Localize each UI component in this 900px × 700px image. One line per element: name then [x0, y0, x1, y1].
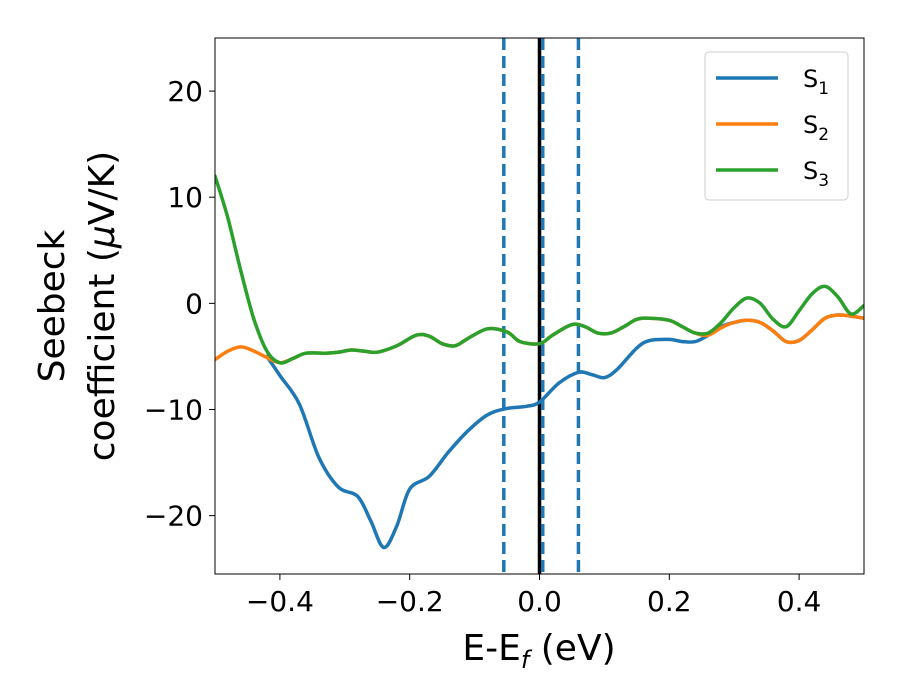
y-axis-title-line1: Seebeck — [32, 229, 73, 382]
y-tick-label: 10 — [167, 181, 203, 214]
reference-lines — [502, 38, 581, 574]
x-axis-title: E-Ef (eV) — [462, 628, 615, 674]
series-line-s3 — [215, 174, 864, 365]
legend-box — [704, 51, 849, 201]
x-tick-label: −0.2 — [376, 585, 444, 618]
y-tick-label: −20 — [144, 500, 203, 533]
legend-label-s1: S1 — [803, 65, 829, 99]
legend: S1 S2 S3 — [704, 51, 849, 201]
x-tick-label: 0.0 — [517, 585, 562, 618]
x-tick-label: 0.2 — [647, 585, 692, 618]
legend-label-s3: S3 — [803, 157, 829, 191]
x-axis: −0.4 −0.2 0.0 0.2 0.4 — [246, 574, 821, 618]
x-tick-label: −0.4 — [246, 585, 314, 618]
series-layer — [215, 174, 864, 550]
y-tick-label: 0 — [185, 287, 203, 320]
y-tick-label: −10 — [144, 393, 203, 426]
x-tick-label: 0.4 — [777, 585, 822, 618]
y-tick-label: 20 — [167, 75, 203, 108]
y-axis: −20 −10 0 10 20 — [144, 75, 215, 533]
y-axis-title-line2: coefficient (μV/K) — [82, 151, 123, 461]
legend-label-s2: S2 — [803, 111, 829, 145]
